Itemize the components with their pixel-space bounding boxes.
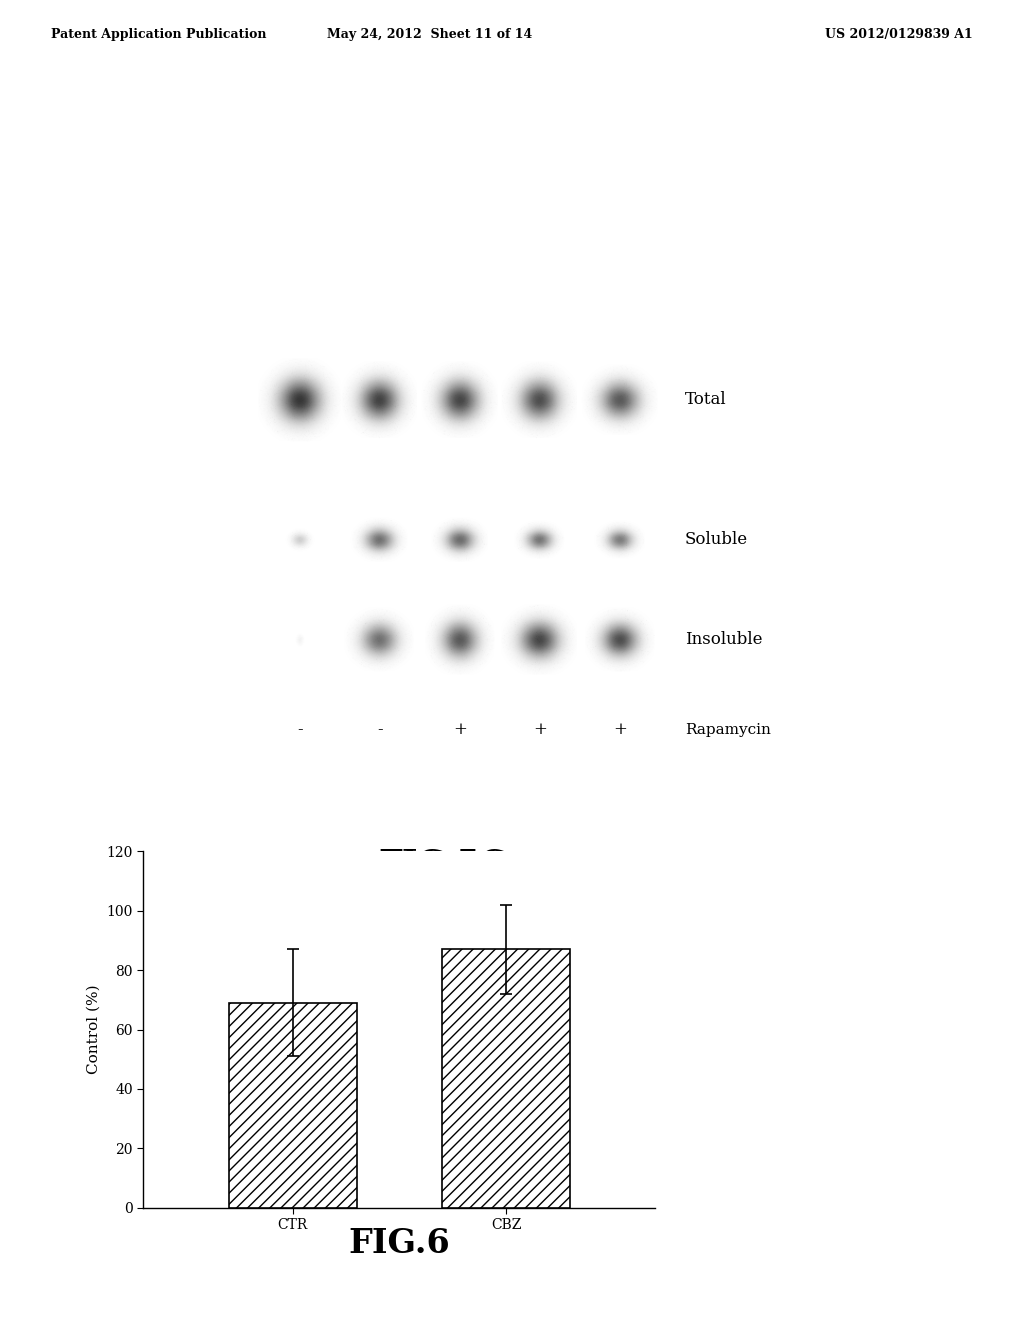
Text: Soluble: Soluble: [685, 532, 749, 549]
Text: -: -: [377, 722, 383, 738]
Text: May 24, 2012  Sheet 11 of 14: May 24, 2012 Sheet 11 of 14: [328, 28, 532, 41]
Text: FIG.5C: FIG.5C: [379, 847, 507, 882]
Text: Rapamycin: Rapamycin: [685, 723, 771, 737]
Y-axis label: Control (%): Control (%): [87, 985, 101, 1074]
Text: +: +: [534, 722, 547, 738]
Text: Patent Application Publication: Patent Application Publication: [51, 28, 266, 41]
Text: Insoluble: Insoluble: [685, 631, 763, 648]
Text: +: +: [613, 722, 627, 738]
Text: Total: Total: [685, 392, 727, 408]
Text: -: -: [297, 722, 303, 738]
Bar: [442, 949, 570, 1208]
Bar: [228, 1003, 356, 1208]
Text: US 2012/0129839 A1: US 2012/0129839 A1: [825, 28, 973, 41]
Text: FIG.6: FIG.6: [348, 1228, 451, 1259]
Text: +: +: [453, 722, 467, 738]
